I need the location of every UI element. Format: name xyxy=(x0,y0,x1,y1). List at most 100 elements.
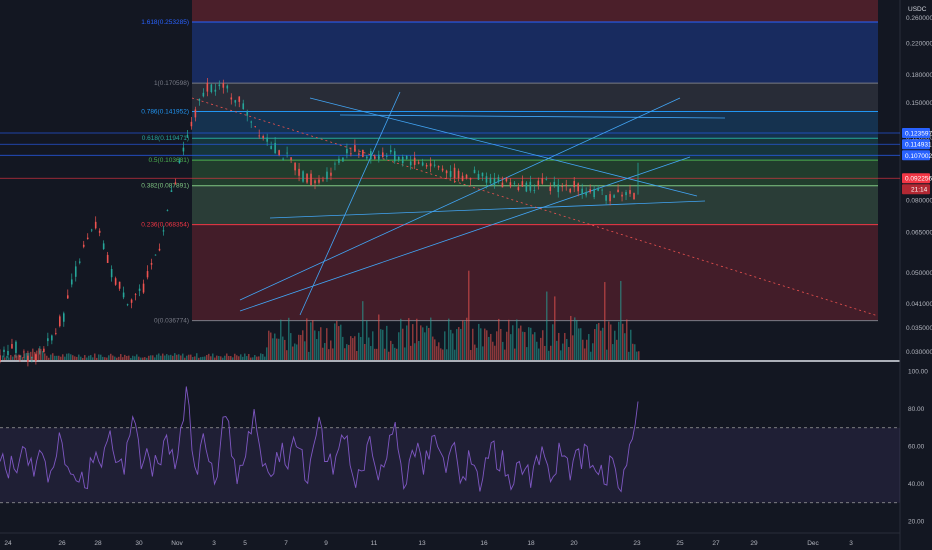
time-axis-label: 27 xyxy=(712,540,720,547)
volume-bar xyxy=(190,354,192,360)
candle-body xyxy=(397,156,400,160)
volume-bar xyxy=(492,341,494,360)
volume-bar xyxy=(338,326,340,360)
candle-body xyxy=(310,173,312,185)
candle-body xyxy=(597,187,599,191)
volume-bar xyxy=(286,350,288,360)
candle-body xyxy=(286,152,288,154)
volume-bar xyxy=(496,331,498,360)
volume-bar xyxy=(106,357,108,360)
volume-bar xyxy=(460,328,462,360)
candle-body xyxy=(621,194,623,197)
rsi-axis-label: 100.00 xyxy=(908,369,928,376)
volume-bar xyxy=(408,318,410,360)
time-axis-label: 18 xyxy=(527,540,535,547)
fib-zone xyxy=(192,0,878,22)
volume-bar xyxy=(432,336,434,360)
fib-level-label: 1.618(0.253285) xyxy=(141,19,189,26)
candle-body xyxy=(593,188,595,198)
candle-body xyxy=(106,254,109,263)
volume-bar xyxy=(16,355,18,360)
volume-bar xyxy=(298,334,300,360)
trend-line[interactable] xyxy=(309,97,698,197)
volume-bar xyxy=(40,348,42,360)
volume-bar xyxy=(226,353,228,360)
volume-bar xyxy=(594,329,596,360)
rsi-axis-label: 20.00 xyxy=(908,519,925,526)
candle-body xyxy=(338,158,340,163)
volume-bar xyxy=(396,348,398,360)
volume-bar xyxy=(234,353,236,360)
candle-body xyxy=(74,266,77,277)
volume-bar xyxy=(490,333,492,360)
volume-bar xyxy=(482,346,484,360)
volume-bar xyxy=(294,343,296,360)
candle-body xyxy=(409,161,412,166)
candle-body xyxy=(278,150,280,155)
volume-bar xyxy=(488,336,490,360)
volume-bar xyxy=(4,357,6,360)
volume-bar xyxy=(90,355,92,360)
volume-bar xyxy=(450,329,452,360)
trend-line[interactable] xyxy=(239,156,691,312)
volume-bar xyxy=(296,344,298,360)
volume-bar xyxy=(356,350,358,360)
volume-bar xyxy=(618,321,620,360)
volume-bar xyxy=(328,349,330,360)
time-axis-label: 3 xyxy=(849,540,853,547)
volume-bar xyxy=(288,317,290,360)
trend-line[interactable] xyxy=(269,200,706,219)
volume-bar xyxy=(312,320,314,360)
volume-bar xyxy=(242,356,244,360)
volume-bar xyxy=(306,318,308,360)
volume-bar xyxy=(92,357,94,360)
volume-bar xyxy=(10,355,12,360)
candle-body xyxy=(425,165,428,167)
volume-bar xyxy=(220,356,222,360)
volume-bar xyxy=(72,355,74,360)
candle-body xyxy=(70,279,73,285)
time-axis-label: 3 xyxy=(212,540,216,547)
volume-bar xyxy=(158,353,160,360)
trend-line[interactable] xyxy=(239,97,681,301)
trend-line[interactable] xyxy=(299,91,401,316)
candle-body xyxy=(210,84,213,93)
volume-bar xyxy=(240,354,242,360)
candle-body xyxy=(0,355,1,362)
volume-bar xyxy=(586,339,588,360)
volume-bar xyxy=(628,351,630,360)
time-axis-label: 28 xyxy=(94,540,102,547)
volume-bar xyxy=(128,355,130,360)
candle-body xyxy=(350,153,352,155)
volume-bar xyxy=(390,340,392,360)
candle-body xyxy=(138,288,141,291)
volume-bar xyxy=(620,280,622,360)
volume-bar xyxy=(400,318,402,360)
volume-bar xyxy=(330,340,332,360)
candle-body xyxy=(142,283,145,293)
volume-bar xyxy=(602,327,604,360)
candle-body xyxy=(254,126,256,127)
candle-body xyxy=(114,278,117,285)
trend-line[interactable] xyxy=(339,114,726,119)
candle-body xyxy=(437,166,440,168)
volume-bar xyxy=(346,344,348,360)
candle-body xyxy=(82,244,85,247)
volume-bar xyxy=(574,317,576,360)
volume-bar xyxy=(504,349,506,360)
volume-bar xyxy=(162,353,164,360)
volume-bar xyxy=(386,325,388,360)
volume-bar xyxy=(180,355,182,360)
candle-body xyxy=(118,281,121,289)
volume-bar xyxy=(132,355,134,360)
candle-body xyxy=(31,357,33,359)
candle-body xyxy=(78,261,81,263)
candle-body xyxy=(342,157,344,162)
volume-bar xyxy=(236,355,238,360)
price-tag-label: 0.092256 xyxy=(905,176,932,183)
volume-bar xyxy=(104,357,106,360)
volume-bar xyxy=(262,354,264,360)
candle-body xyxy=(154,254,157,256)
price-tag xyxy=(902,139,930,150)
